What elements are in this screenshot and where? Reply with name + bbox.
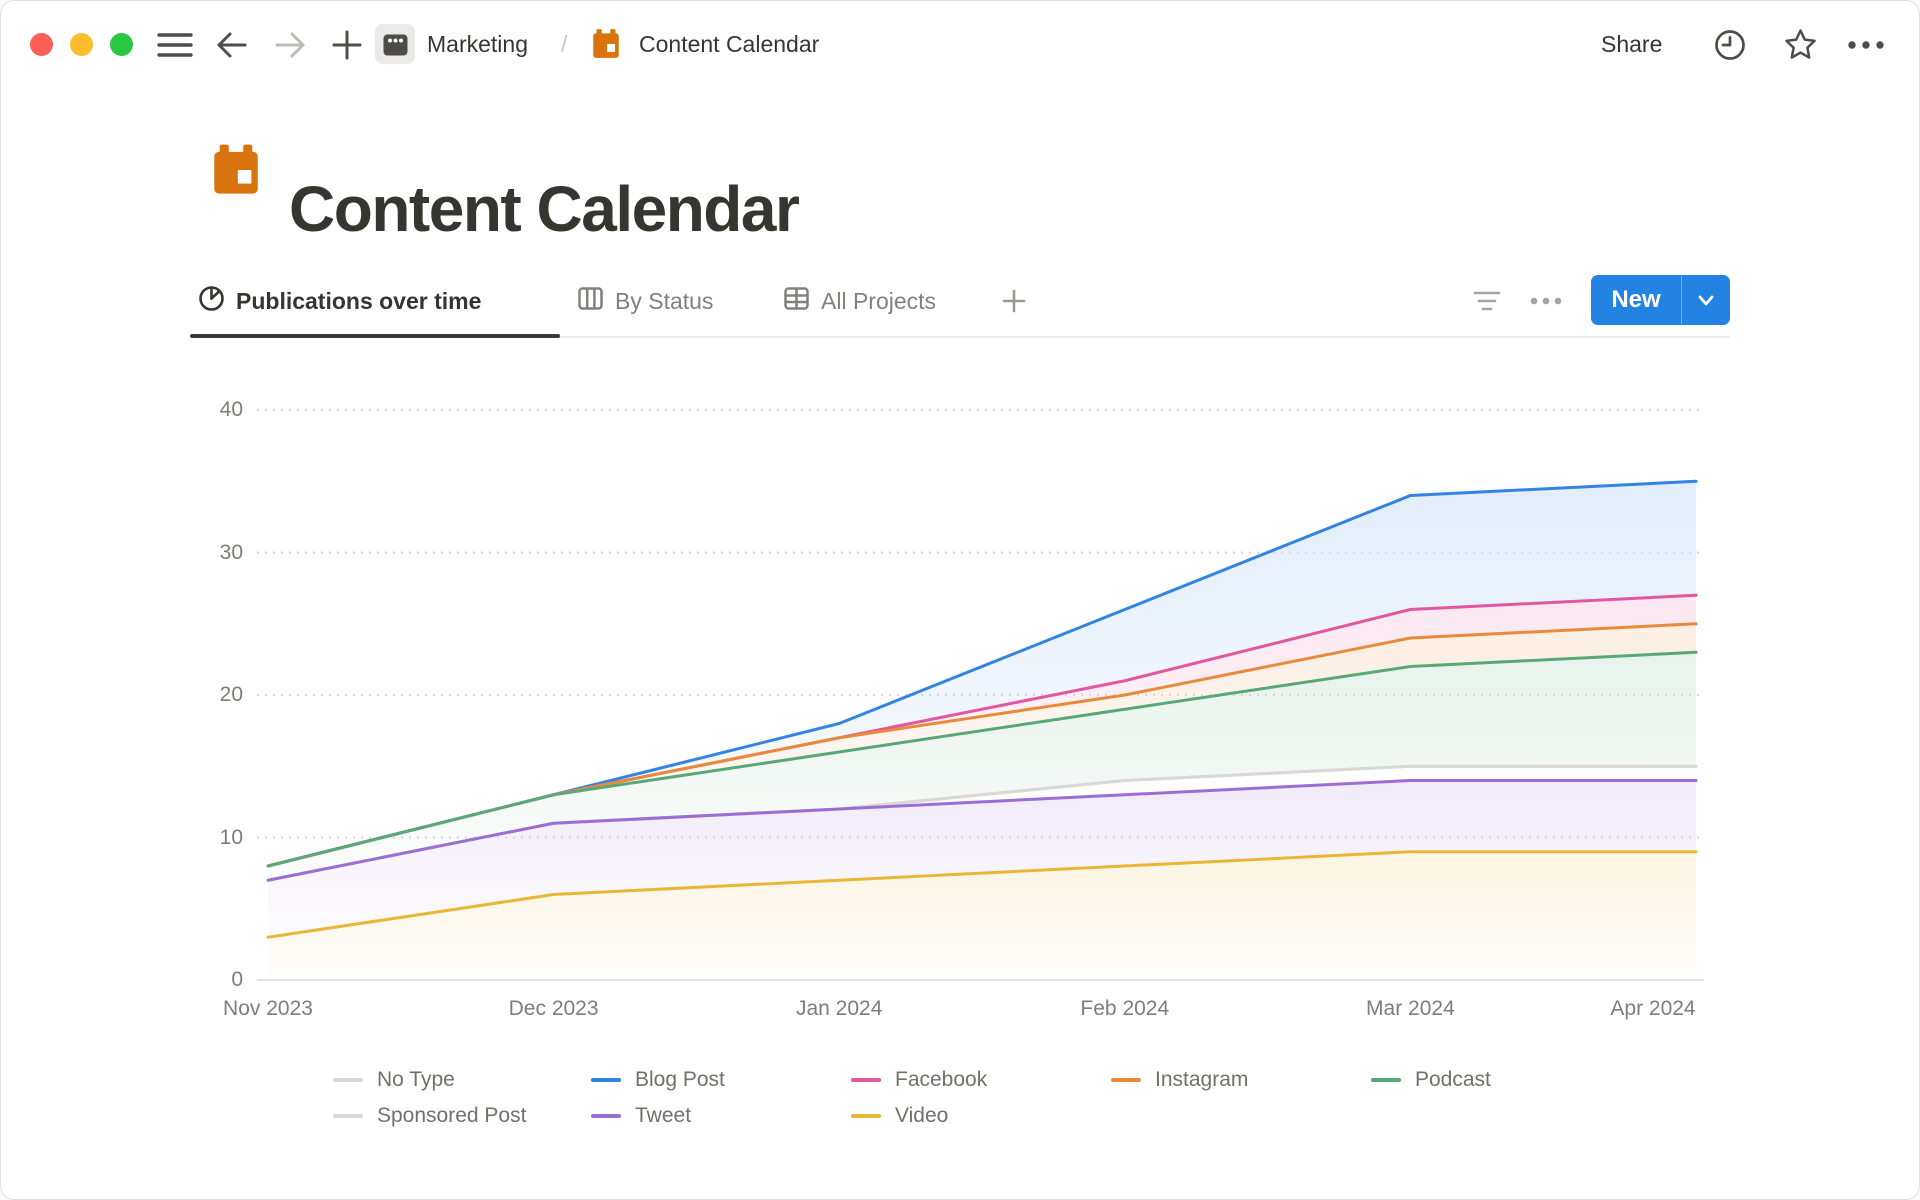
- legend-item-video[interactable]: Video: [851, 1103, 948, 1129]
- tab-label: All Projects: [821, 287, 937, 314]
- x-axis-label: Mar 2024: [1366, 997, 1455, 1020]
- series-line-tweet: [266, 779, 1698, 882]
- legend-item-blog-post[interactable]: Blog Post: [591, 1067, 725, 1093]
- y-axis-label-10: 10: [219, 825, 243, 849]
- tab-label: Publications over time: [236, 287, 482, 314]
- x-axis-label: Apr 2024: [1610, 997, 1696, 1020]
- tab-by-status[interactable]: By Status: [577, 285, 713, 317]
- y-axis-label-20: 20: [219, 683, 243, 706]
- x-axis-label: Nov 2023: [223, 997, 313, 1020]
- series-line-podcast: [266, 650, 1698, 868]
- area-band-facebook: [268, 595, 1696, 866]
- active-tab-underline: [190, 334, 560, 338]
- legend-swatch: [591, 1114, 621, 1118]
- more-options-icon[interactable]: [1843, 28, 1889, 62]
- series-line-video: [266, 850, 1698, 939]
- y-axis-label-30: 30: [219, 540, 243, 564]
- x-axis-label: Feb 2024: [1080, 997, 1170, 1020]
- tab-publications-over-time[interactable]: Publications over time: [198, 285, 481, 317]
- marketing-workspace-icon[interactable]: [375, 24, 415, 64]
- sidebar-menu-icon[interactable]: [157, 30, 193, 60]
- legend-swatch: [591, 1078, 621, 1082]
- add-view-plus-icon[interactable]: [1002, 289, 1026, 313]
- traffic-zoom-button[interactable]: [110, 33, 133, 56]
- legend-swatch: [851, 1114, 881, 1118]
- legend-swatch: [1371, 1078, 1401, 1082]
- share-button[interactable]: Share: [1601, 31, 1663, 57]
- new-button[interactable]: New: [1611, 286, 1661, 313]
- legend-label: Instagram: [1155, 1068, 1249, 1091]
- legend-label: Podcast: [1415, 1068, 1491, 1091]
- y-axis-label-0: 0: [231, 968, 243, 991]
- area-band-instagram: [268, 623, 1696, 866]
- legend-label: Video: [895, 1104, 949, 1127]
- y-axis-label-40: 40: [219, 398, 243, 421]
- area-band-blog-post: [268, 481, 1696, 866]
- publications-area-chart: [257, 409, 1704, 981]
- chevron-down-icon: [1698, 295, 1714, 306]
- legend-label: Facebook: [895, 1068, 988, 1091]
- legend-swatch: [333, 1114, 363, 1118]
- new-page-plus-icon[interactable]: [331, 29, 363, 61]
- legend-label: Blog Post: [635, 1068, 725, 1091]
- favorite-star-icon[interactable]: [1783, 27, 1818, 62]
- legend-item-podcast[interactable]: Podcast: [1371, 1067, 1491, 1093]
- table-grid-icon: [783, 285, 810, 317]
- back-arrow-icon[interactable]: [215, 29, 249, 61]
- legend-item-tweet[interactable]: Tweet: [591, 1103, 691, 1129]
- breadcrumb-separator: /: [561, 31, 568, 57]
- area-band-podcast: [268, 652, 1696, 881]
- legend-swatch: [1111, 1078, 1141, 1082]
- page-title-calendar-icon: [207, 141, 265, 204]
- traffic-minimize-button[interactable]: [70, 33, 93, 56]
- legend-item-instagram[interactable]: Instagram: [1111, 1067, 1248, 1093]
- board-columns-icon: [577, 285, 604, 317]
- area-band-video: [268, 851, 1696, 980]
- breadcrumb-calendar-icon: [589, 27, 623, 66]
- legend-swatch: [851, 1078, 881, 1082]
- legend-label: Sponsored Post: [377, 1104, 527, 1127]
- forward-arrow-icon[interactable]: [273, 29, 307, 61]
- new-button-group: New: [1591, 275, 1730, 325]
- page-title: Content Calendar: [289, 172, 800, 245]
- tab-label: By Status: [615, 287, 714, 314]
- x-axis-label: Jan 2024: [795, 997, 883, 1020]
- area-band-sponsored-post: [268, 766, 1696, 881]
- filter-icon[interactable]: [1471, 287, 1503, 315]
- legend-label: No Type: [377, 1068, 455, 1091]
- history-clock-icon[interactable]: [1713, 28, 1747, 62]
- legend-swatch: [333, 1078, 363, 1082]
- new-button-divider: [1681, 276, 1682, 324]
- tab-all-projects[interactable]: All Projects: [783, 285, 936, 317]
- legend-item-sponsored-post[interactable]: Sponsored Post: [333, 1103, 526, 1129]
- x-axis-label: Dec 2023: [508, 997, 599, 1020]
- view-options-icon[interactable]: [1527, 287, 1565, 315]
- new-dropdown-button[interactable]: [1682, 275, 1730, 325]
- breadcrumb-workspace[interactable]: Marketing: [427, 31, 528, 57]
- traffic-close-button[interactable]: [30, 33, 53, 56]
- legend-label: Tweet: [635, 1104, 692, 1127]
- legend-item-no-type[interactable]: No Type: [333, 1067, 455, 1093]
- pie-chart-icon: [198, 285, 225, 317]
- tabs-divider: [193, 336, 1730, 338]
- breadcrumb-page[interactable]: Content Calendar: [639, 31, 820, 57]
- legend-item-facebook[interactable]: Facebook: [851, 1067, 987, 1093]
